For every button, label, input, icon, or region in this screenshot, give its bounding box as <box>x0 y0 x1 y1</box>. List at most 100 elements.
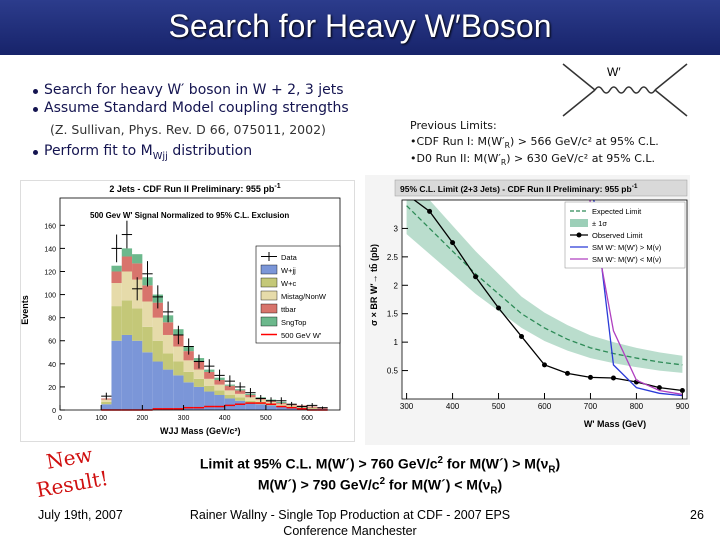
stack-segment <box>101 399 112 402</box>
conclusion: Limit at 95% C.L. M(W´) > 760 GeV/c2 for… <box>130 455 630 475</box>
stack-segment <box>204 371 215 379</box>
stack-segment <box>132 308 143 341</box>
stack-segment <box>132 263 143 280</box>
stamp: Result! <box>34 465 111 503</box>
x-tick-label: 600 <box>538 402 552 411</box>
stack-segment <box>224 385 235 391</box>
data-point <box>265 397 277 405</box>
x-tick-label: 500 <box>492 402 506 411</box>
y-tick-label: 160 <box>44 223 56 230</box>
sub-text: R <box>548 464 556 476</box>
stack-segment <box>152 361 163 410</box>
prev-limit: •CDF Run I: M(W′R) > 566 GeV/c² at 95% C… <box>410 135 659 150</box>
legend-label: SM W': M(W') > M(ν) <box>592 243 662 252</box>
stack-segment <box>142 285 153 302</box>
slide-title: Search for Heavy W′Boson <box>168 8 552 44</box>
legend-label: Expected Limit <box>592 207 642 216</box>
chart-title-sup: -1 <box>274 183 280 190</box>
sup-text: 2 <box>379 476 386 487</box>
stack-segment <box>265 405 277 410</box>
histogram-chart: 2 Jets - CDF Run II Preliminary: 955 pb-… <box>20 180 355 442</box>
stack-segment <box>173 375 184 410</box>
text-part: Limit at 95% C.L. M(W´) > 760 GeV/c <box>199 455 438 472</box>
limit-chart: 95% C.L. Limit (2+3 Jets) - CDF Run II P… <box>365 175 690 445</box>
y-tick-label: 3 <box>394 224 399 233</box>
y-tick-label: 100 <box>44 293 56 300</box>
stack-segment <box>121 271 133 301</box>
chart-title-sup: -1 <box>632 183 638 190</box>
stack-segment <box>111 265 122 272</box>
stack-segment <box>121 256 133 272</box>
title-box <box>394 179 688 197</box>
series-line <box>593 200 683 397</box>
fermion-line <box>562 63 596 91</box>
y-axis-label: Events <box>20 295 30 325</box>
stack-segment <box>132 340 143 410</box>
legend-swatch <box>260 316 278 327</box>
stack-segment <box>162 369 174 410</box>
stack-segment <box>121 248 133 257</box>
stack-segment <box>183 382 194 410</box>
stack-segment <box>121 334 133 410</box>
stack-segment <box>204 391 215 410</box>
chart-title-text: 2 Jets - CDF Run II Preliminary: 955 pb <box>109 184 275 194</box>
data-point <box>296 404 308 409</box>
sub-text: R <box>500 158 507 168</box>
data-point <box>132 277 143 301</box>
text-part: ) <box>497 476 503 493</box>
stack-segment <box>152 302 163 318</box>
data-point <box>286 401 297 407</box>
stack-segment <box>111 271 122 284</box>
x-tick-label: 300 <box>400 402 414 411</box>
bullet: Perform fit to MWjj distribution <box>33 143 252 162</box>
sub-text: R <box>490 485 498 497</box>
stack-segment <box>142 326 153 353</box>
legend-label: W+jj <box>281 266 296 275</box>
data-point <box>193 354 205 369</box>
y-tick-label: 40 <box>48 362 56 369</box>
stack-segment <box>214 379 225 385</box>
reference: (Z. Sullivan, Phys. Rev. D 66, 075011, 2… <box>50 122 326 137</box>
chart-title: 95% C.L. Limit (2+3 Jets) - CDF Run II P… <box>400 183 638 194</box>
x-tick-label: 700 <box>584 402 598 411</box>
bullet-text: Assume Standard Model coupling strengths <box>44 100 349 116</box>
text-part: M(W´) > 790 GeV/c <box>257 476 380 493</box>
stack-segment <box>214 384 225 391</box>
plot-area <box>406 200 685 397</box>
stack-segment <box>193 386 205 410</box>
observed-point <box>656 385 662 391</box>
stack-segment <box>224 398 235 410</box>
stack-segment <box>245 403 256 410</box>
x-tick-label: 600 <box>301 415 313 422</box>
stack-segment <box>183 351 194 361</box>
bullet: Assume Standard Model coupling strengths <box>33 100 349 116</box>
data-point <box>121 220 133 249</box>
title-bar: Search for Heavy W′Boson <box>0 0 720 55</box>
x-axis-label: W' Mass (GeV) <box>584 419 646 429</box>
observed-point <box>427 208 433 214</box>
data-point <box>245 388 256 398</box>
data-point <box>162 301 174 323</box>
conclusion: M(W´) > 790 GeV/c2 for M(W´) < M(νR) <box>130 476 630 496</box>
footer-credit: Conference Manchester <box>283 524 417 538</box>
bullet-text: Perform fit to MWjj distribution <box>44 143 252 162</box>
text-part: for M(W´) < M(ν <box>385 476 491 493</box>
x-tick-label: 300 <box>178 415 190 422</box>
data-point <box>255 394 266 402</box>
chart-title: 2 Jets - CDF Run II Preliminary: 955 pb-… <box>109 183 280 194</box>
y-tick-label: 80 <box>48 316 56 323</box>
observed-point <box>610 375 616 381</box>
stack-segment <box>183 371 194 383</box>
x-axis-label: WJJ Mass (GeV/c²) <box>160 426 241 436</box>
text-part: Perform fit to M <box>44 143 153 159</box>
stack-segment <box>132 254 143 264</box>
y-tick-label: 1.5 <box>387 310 399 319</box>
legend-label: ± 1σ <box>592 219 607 228</box>
text-part: •D0 Run II: M(W′ <box>410 152 501 165</box>
stack-segment <box>204 385 215 392</box>
stack-segment <box>307 407 318 409</box>
stack-segment <box>235 393 246 398</box>
stack-segment <box>152 340 163 362</box>
y-tick-label: 120 <box>44 269 56 276</box>
